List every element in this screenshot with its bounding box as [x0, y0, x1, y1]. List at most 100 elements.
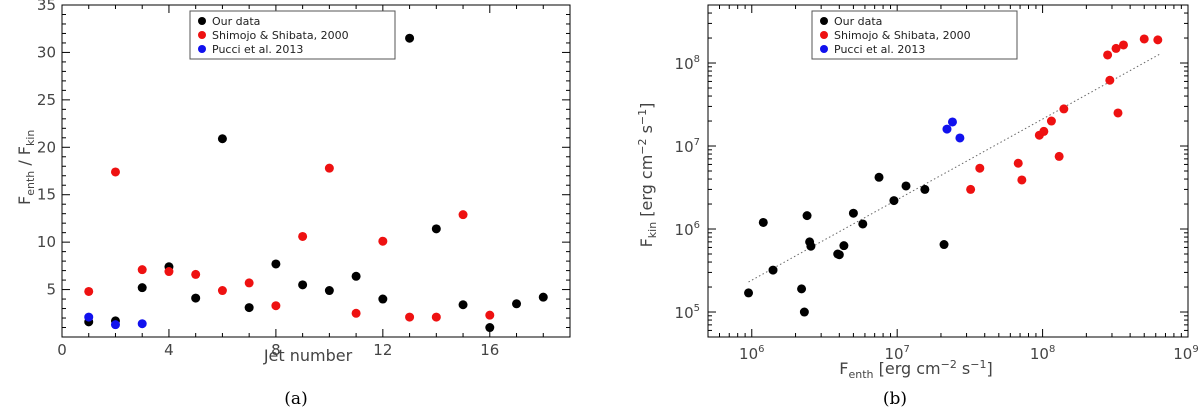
point-b-series1 — [1059, 104, 1069, 114]
y-axis-title-a: Fenth / Fkin — [15, 130, 37, 205]
plot-frame-a — [61, 4, 571, 338]
point-a-series0 — [512, 299, 522, 309]
point-b-series0 — [848, 208, 858, 218]
point-a-series0 — [191, 293, 201, 303]
legend-a-label-1: Shimojo & Shibata, 2000 — [212, 29, 349, 42]
legend-a-box — [189, 10, 396, 60]
y-axis-title-b: Fkin [erg cm−2 s−1] — [636, 103, 659, 248]
point-a-series2 — [110, 320, 120, 330]
point-b-series0 — [802, 211, 812, 221]
y-tick-label-a: 20 — [37, 138, 56, 156]
point-b-series1 — [1113, 108, 1123, 118]
point-b-series1 — [1105, 75, 1115, 85]
x-axis-title-a: Jet number — [263, 346, 353, 365]
legend-a-marker-0 — [198, 17, 206, 25]
x-tick-label-b: 107 — [884, 344, 909, 363]
point-a-series1 — [271, 301, 281, 311]
legend-a: Our data Shimojo & Shibata, 2000 Pucci e… — [189, 10, 396, 60]
point-a-series1 — [405, 312, 415, 322]
point-b-series1 — [1054, 151, 1064, 161]
y-tick-label-a: 10 — [37, 233, 56, 251]
point-b-series1 — [1111, 43, 1121, 53]
legend-b-marker-0 — [820, 17, 828, 25]
point-a-series2 — [137, 319, 147, 329]
y-tick-label-a: 25 — [37, 91, 56, 109]
x-tick-label-a: 8 — [271, 341, 281, 359]
point-b-series0 — [834, 250, 844, 260]
point-b-series0 — [874, 172, 884, 182]
x-tick-label-b: 108 — [1030, 344, 1055, 363]
point-b-series0 — [797, 284, 807, 294]
point-b-series2 — [947, 117, 957, 127]
point-b-series0 — [858, 219, 868, 229]
panel-a: 0 4 8 12 16 5 10 15 20 25 30 35 Our data Shimojo & … — [15, 0, 571, 409]
point-a-series0 — [378, 294, 388, 304]
point-b-series1 — [1017, 175, 1027, 185]
legend-b-marker-2 — [820, 45, 828, 53]
point-b-series1 — [1118, 40, 1128, 50]
b-points — [744, 34, 1163, 317]
point-b-series0 — [744, 288, 754, 298]
point-a-series1 — [431, 312, 441, 322]
x-tick-label-a: 16 — [480, 341, 499, 359]
legend-b-label-0: Our data — [834, 15, 882, 28]
x-tick-label-a: 12 — [373, 341, 392, 359]
point-a-series1 — [84, 286, 94, 296]
legend-b: Our data Shimojo & Shibata, 2000 Pucci e… — [811, 10, 1018, 60]
point-a-series0 — [538, 292, 548, 302]
point-a-series1 — [110, 167, 120, 177]
point-a-series1 — [485, 310, 495, 320]
point-a-series1 — [164, 267, 174, 277]
point-b-series0 — [839, 241, 849, 251]
x-tick-label-b: 106 — [739, 344, 764, 363]
point-a-series1 — [458, 210, 468, 220]
point-a-series2 — [84, 312, 94, 322]
point-b-series0 — [939, 240, 949, 250]
point-b-series0 — [901, 181, 911, 191]
point-a-series1 — [137, 265, 147, 275]
point-a-series0 — [244, 303, 254, 313]
point-a-series1 — [298, 231, 308, 241]
point-b-series0 — [758, 217, 768, 227]
point-b-series0 — [889, 196, 899, 206]
point-a-series0 — [137, 283, 147, 293]
y-tick-label-b: 105 — [675, 303, 700, 322]
a-ticks: 0 4 8 12 16 5 10 15 20 25 30 35 — [37, 0, 570, 359]
point-a-series1 — [244, 278, 254, 288]
y-tick-label-a: 15 — [37, 186, 56, 204]
y-tick-label-b: 108 — [675, 54, 700, 73]
fit-line-b — [748, 53, 1162, 283]
point-a-series1 — [324, 163, 334, 173]
y-tick-label-a: 5 — [46, 281, 56, 299]
legend-a-marker-1 — [198, 31, 206, 39]
point-a-series0 — [351, 271, 361, 281]
point-a-series0 — [405, 33, 415, 43]
point-b-series1 — [975, 163, 985, 173]
point-b-series1 — [1139, 34, 1149, 44]
legend-a-marker-2 — [198, 45, 206, 53]
point-a-series0 — [217, 134, 227, 144]
point-b-series1 — [1103, 50, 1113, 60]
point-b-series2 — [942, 124, 952, 134]
point-b-series0 — [799, 307, 809, 317]
point-a-series1 — [217, 286, 227, 296]
b-ticks: 106 107 108 109 105 106 107 108 — [675, 5, 1199, 363]
point-a-series0 — [431, 224, 441, 234]
point-b-series1 — [966, 184, 976, 194]
caption-b: (b) — [883, 389, 907, 409]
x-axis-title-b: Fenth [erg cm−2 s−1] — [839, 358, 992, 381]
legend-b-label-2: Pucci et al. 2013 — [834, 43, 925, 56]
point-a-series0 — [485, 323, 495, 333]
legend-b-marker-1 — [820, 31, 828, 39]
point-b-series2 — [955, 133, 965, 143]
point-b-series1 — [1013, 158, 1023, 168]
point-a-series1 — [351, 308, 361, 318]
y-tick-label-b: 106 — [675, 220, 700, 239]
point-a-series1 — [378, 236, 388, 246]
y-tick-label-a: 35 — [37, 0, 56, 14]
point-a-series0 — [324, 286, 334, 296]
y-tick-label-a: 30 — [37, 43, 56, 61]
point-a-series0 — [458, 300, 468, 310]
y-tick-label-b: 107 — [675, 137, 700, 156]
